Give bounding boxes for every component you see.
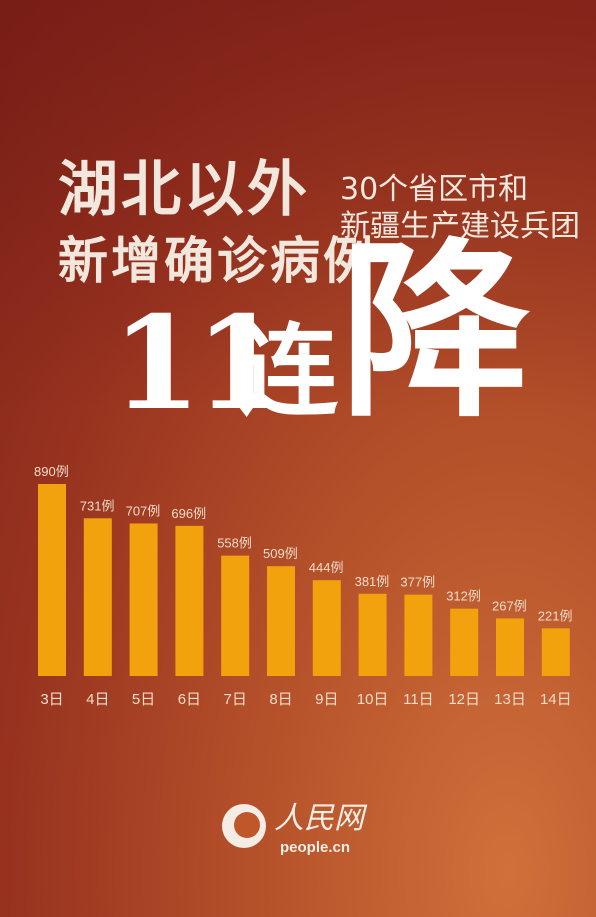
bar-8日 — [267, 566, 295, 676]
category-label: 12日 — [448, 691, 480, 708]
value-label: 221例 — [538, 608, 573, 623]
people-daily-logo: 人民网 people.cn — [220, 802, 390, 862]
big-number: 11 — [112, 289, 284, 439]
category-label: 14日 — [540, 691, 572, 708]
category-label: 13日 — [494, 691, 526, 708]
headline-line1: 湖北以外 — [58, 155, 310, 225]
value-label: 444例 — [309, 560, 344, 575]
subtitle-line1: 30个省区市和 — [340, 172, 529, 207]
bar-7日 — [221, 555, 250, 676]
bar-9日 — [312, 580, 341, 676]
big-jiang-char: 降 — [340, 222, 531, 443]
category-label: 8日 — [269, 691, 292, 708]
value-label: 707例 — [126, 503, 161, 518]
bar-3日 — [38, 484, 66, 676]
logo-url: people.cn — [280, 839, 351, 856]
subtitle-line2: 新疆生产建设兵团 — [340, 209, 580, 244]
bar-chart: 890例 3日 731例 4日 707例 5日 696例 6日 558例 7日 509例 8日 444例… — [34, 464, 573, 708]
category-label: 3日 — [40, 691, 63, 708]
bar-4日 — [83, 518, 112, 676]
value-label: 267例 — [492, 598, 527, 613]
bar-10日 — [358, 593, 387, 676]
value-label: 509例 — [263, 546, 298, 561]
category-label: 4日 — [86, 691, 109, 708]
headline-line2: 新增确诊病例 — [58, 232, 376, 290]
value-label: 381例 — [355, 574, 390, 589]
logo-name: 人民网 — [274, 801, 364, 836]
value-label: 377例 — [400, 575, 435, 590]
bar-14日 — [541, 628, 570, 676]
bar-13日 — [496, 618, 524, 676]
bar-6日 — [175, 525, 204, 676]
people-logo-icon — [222, 804, 266, 848]
category-label: 11日 — [403, 691, 434, 708]
bar-11日 — [404, 594, 433, 676]
value-label: 558例 — [217, 536, 252, 551]
category-label: 10日 — [357, 691, 389, 708]
category-label: 5日 — [132, 691, 155, 708]
value-label: 696例 — [171, 506, 206, 521]
value-label: 731例 — [80, 498, 115, 513]
value-label: 312例 — [446, 589, 481, 604]
category-label: 6日 — [178, 691, 201, 708]
category-label: 7日 — [224, 691, 247, 708]
bar-12日 — [450, 608, 479, 676]
big-lian-char: 连 — [238, 313, 338, 430]
value-label: 890例 — [34, 464, 69, 479]
category-label: 9日 — [315, 691, 338, 708]
bar-5日 — [129, 523, 158, 676]
